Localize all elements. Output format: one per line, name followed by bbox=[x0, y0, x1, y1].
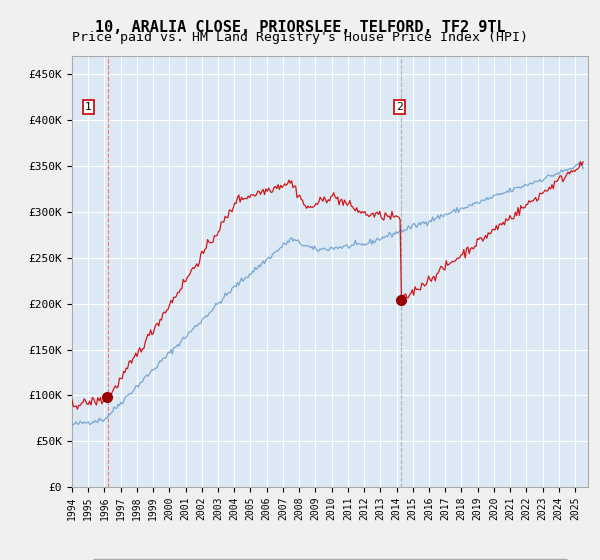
Text: 2: 2 bbox=[397, 102, 403, 112]
Text: 1: 1 bbox=[85, 102, 92, 112]
Text: Price paid vs. HM Land Registry's House Price Index (HPI): Price paid vs. HM Land Registry's House … bbox=[72, 31, 528, 44]
Text: 10, ARALIA CLOSE, PRIORSLEE, TELFORD, TF2 9TL: 10, ARALIA CLOSE, PRIORSLEE, TELFORD, TF… bbox=[95, 20, 505, 35]
